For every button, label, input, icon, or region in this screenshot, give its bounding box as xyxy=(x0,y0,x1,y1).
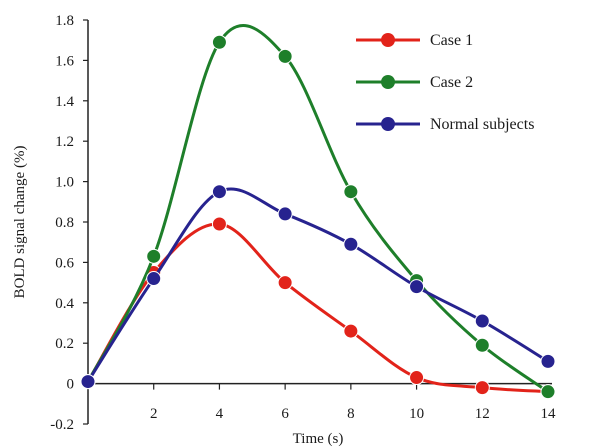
data-point xyxy=(409,279,425,295)
data-point xyxy=(211,34,227,50)
data-point xyxy=(343,184,359,200)
data-point xyxy=(540,353,556,369)
data-point xyxy=(277,206,293,222)
legend-label: Case 1 xyxy=(430,32,473,49)
data-point xyxy=(146,271,162,287)
legend-marker xyxy=(381,33,395,47)
x-axis-label: Time (s) xyxy=(293,431,344,447)
y-tick-label: 1.8 xyxy=(55,13,74,29)
series-case-1 xyxy=(80,216,556,400)
data-point xyxy=(474,380,490,396)
data-point xyxy=(409,370,425,386)
series-line xyxy=(86,23,550,394)
legend-marker xyxy=(381,75,395,89)
y-tick-label: 0.6 xyxy=(55,255,74,271)
data-point xyxy=(211,216,227,232)
data-point xyxy=(211,184,227,200)
y-tick-label: 1.0 xyxy=(55,175,74,191)
y-axis-label: BOLD signal change (%) xyxy=(12,146,28,299)
data-point xyxy=(146,248,162,264)
x-tick-label: 4 xyxy=(216,406,224,422)
legend-item: Case 2 xyxy=(356,74,473,91)
data-point xyxy=(474,313,490,329)
data-point xyxy=(277,48,293,64)
legend-label: Case 2 xyxy=(430,74,473,91)
y-tick-label: 0.2 xyxy=(55,336,74,352)
y-tick-label: 1.6 xyxy=(55,53,74,69)
legend-label: Normal subjects xyxy=(430,116,534,133)
x-tick-label: 6 xyxy=(281,406,289,422)
y-tick-label: 1.2 xyxy=(55,134,74,150)
data-point xyxy=(474,337,490,353)
y-tick-label: 1.4 xyxy=(55,94,74,110)
y-tick-label: 0.4 xyxy=(55,296,74,312)
data-point xyxy=(343,323,359,339)
data-point xyxy=(277,275,293,291)
series-normal-subjects xyxy=(80,184,556,390)
x-tick-label: 8 xyxy=(347,406,355,422)
legend-item: Normal subjects xyxy=(356,116,534,133)
x-tick-label: 2 xyxy=(150,406,158,422)
legend-item: Case 1 xyxy=(356,32,473,49)
x-tick-label: 14 xyxy=(541,406,557,422)
series-layer xyxy=(80,23,556,400)
data-point xyxy=(540,384,556,400)
y-tick-label: -0.2 xyxy=(50,417,74,433)
legend-marker xyxy=(381,117,395,131)
x-tick-label: 12 xyxy=(475,406,490,422)
legend: Case 1 Case 2 Normal subjects xyxy=(356,32,534,133)
y-tick-label: 0.8 xyxy=(55,215,74,231)
y-axis-ticks: -0.2 0 0.2 0.4 0.6 0.8 1.0 1.2 1.4 1.6 1.8 xyxy=(50,13,88,433)
data-point xyxy=(343,236,359,252)
chart-axes xyxy=(87,20,552,424)
series-case-2 xyxy=(80,23,556,400)
x-tick-label: 10 xyxy=(409,406,424,422)
data-point xyxy=(80,374,96,390)
x-axis-ticks: 2 4 6 8 10 12 14 xyxy=(150,383,557,422)
y-tick-label: 0 xyxy=(67,377,75,393)
